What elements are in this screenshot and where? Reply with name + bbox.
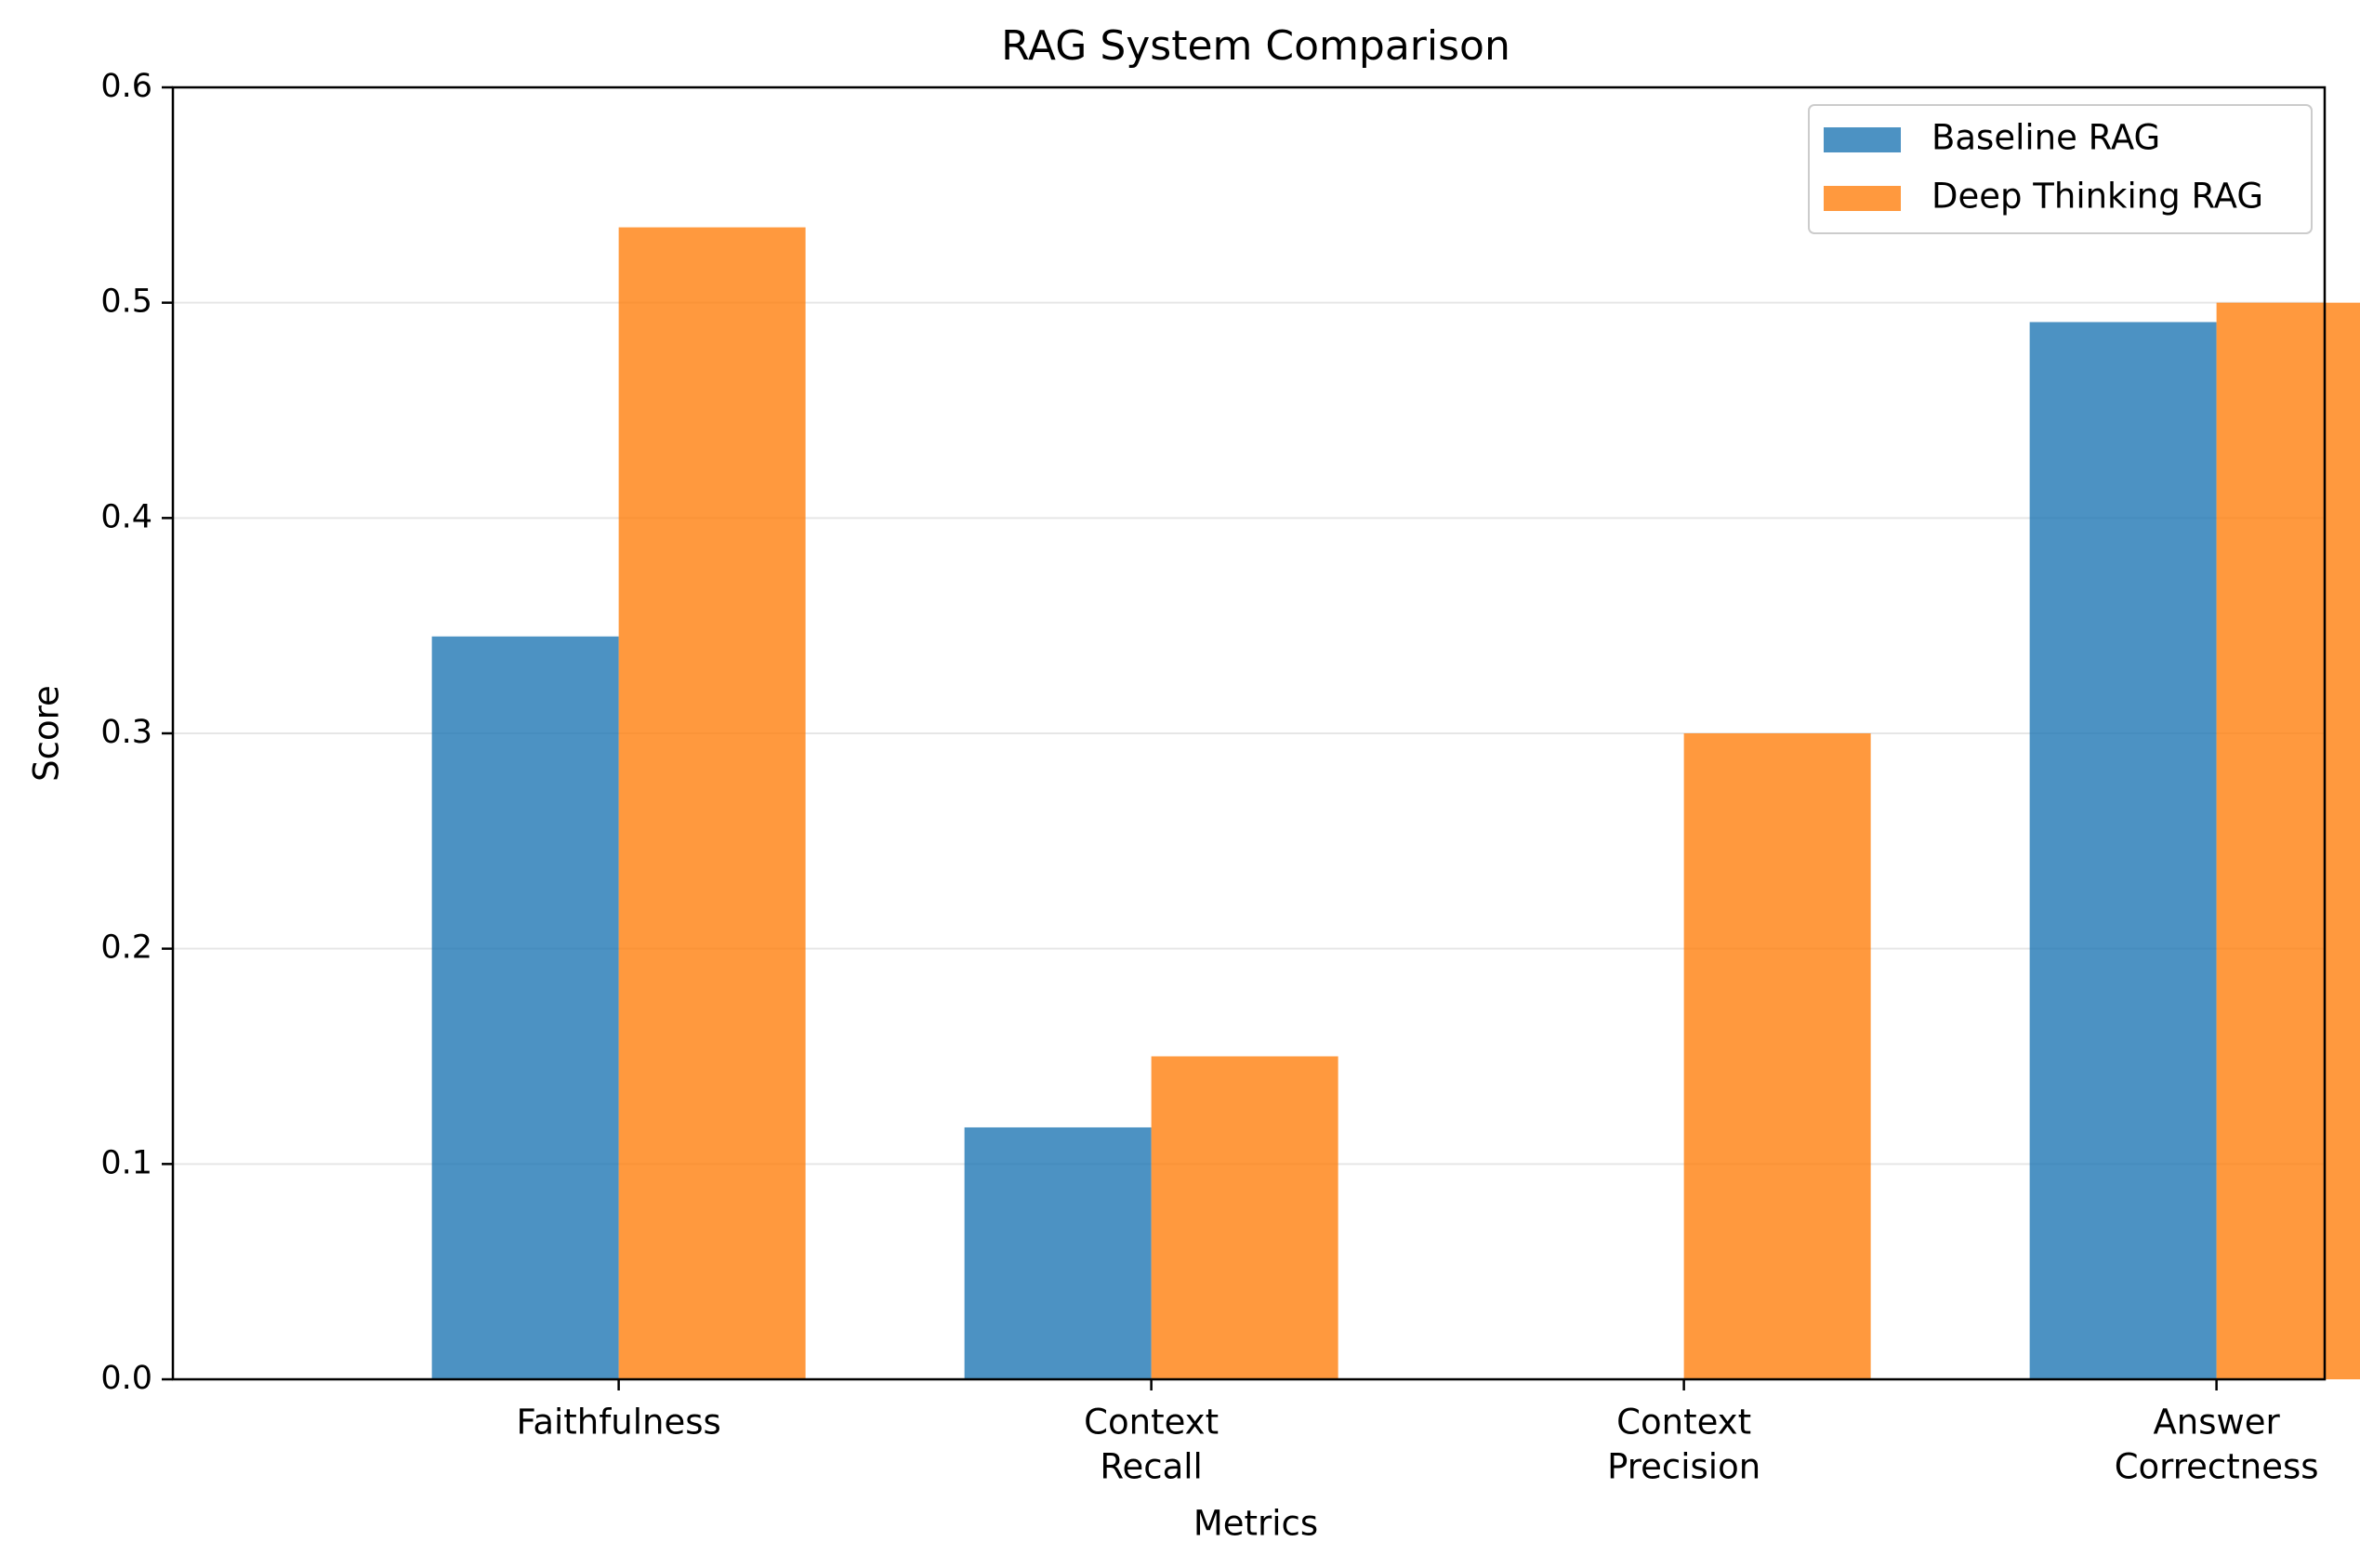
y-tick-label: 0.0	[100, 1360, 152, 1397]
y-tick-label: 0.2	[100, 929, 152, 967]
y-tick-label: 0.5	[100, 283, 152, 321]
x-tick-label: Context	[1616, 1403, 1751, 1443]
legend-label: Baseline RAG	[1932, 118, 2160, 158]
bar-deep-thinking-1	[1151, 1056, 1338, 1379]
x-tick-label: Precision	[1607, 1447, 1760, 1487]
x-tick-label: Faithfulness	[516, 1403, 720, 1443]
y-tick-label: 0.4	[100, 498, 152, 535]
legend-label: Deep Thinking RAG	[1932, 177, 2263, 217]
legend: Baseline RAG Deep Thinking RAG	[1808, 104, 2313, 234]
bar-deep-thinking-0	[618, 227, 806, 1379]
y-axis-ticks: 0.0 0.1 0.2 0.3 0.4 0.5 0.6	[100, 68, 173, 1397]
x-tick-label: Correctness	[2115, 1447, 2319, 1487]
y-axis-label: Score	[27, 685, 67, 782]
x-tick-label: Context	[1084, 1403, 1219, 1443]
x-tick-label: Recall	[1100, 1447, 1202, 1487]
x-axis-ticks: Faithfulness ContextRecallContextPrecisio…	[516, 1379, 2319, 1487]
x-axis-label: Metrics	[1193, 1504, 1318, 1544]
legend-swatch	[1824, 186, 1901, 211]
y-tick-label: 0.6	[100, 68, 152, 105]
y-tick-label: 0.3	[100, 714, 152, 751]
y-tick-label: 0.1	[100, 1144, 152, 1181]
legend-swatch	[1824, 127, 1901, 152]
legend-box	[1808, 104, 2313, 234]
bar-baseline-1	[964, 1127, 1152, 1379]
bar-baseline-3	[2029, 322, 2217, 1380]
bars	[431, 227, 2360, 1380]
bar-deep-thinking-3	[2216, 302, 2360, 1380]
bar-deep-thinking-2	[1683, 733, 1871, 1379]
x-tick-label: Answer	[2153, 1403, 2280, 1443]
bar-baseline-0	[431, 636, 619, 1379]
chart-title: RAG System Comparison	[1001, 22, 1510, 70]
